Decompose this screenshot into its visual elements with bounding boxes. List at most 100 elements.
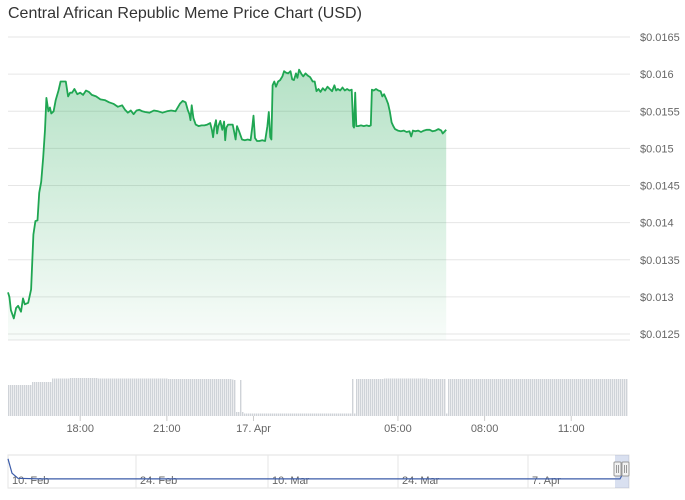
volume-bar: [528, 379, 530, 416]
volume-bar: [442, 379, 444, 416]
volume-bar: [26, 385, 28, 416]
volume-bar: [196, 379, 198, 416]
navigator-handle[interactable]: [621, 461, 630, 477]
volume-bar: [334, 413, 336, 416]
volume-bar: [172, 379, 174, 416]
volume-bar: [66, 378, 68, 416]
volume-bar: [578, 379, 580, 416]
volume-bar: [568, 379, 570, 416]
volume-bar: [560, 379, 562, 416]
volume-bar: [482, 379, 484, 416]
volume-bar: [420, 378, 422, 416]
volume-bar: [174, 379, 176, 416]
volume-bar: [500, 379, 502, 416]
volume-bar: [138, 378, 140, 416]
volume-bar: [312, 413, 314, 416]
volume-bar: [342, 413, 344, 416]
volume-bar: [82, 378, 84, 416]
volume-bar: [104, 378, 106, 416]
volume-bar: [538, 379, 540, 416]
volume-bar: [352, 379, 354, 416]
volume-bar: [132, 378, 134, 416]
volume-bar: [92, 378, 94, 416]
volume-bar: [464, 379, 466, 416]
volume-bar: [364, 379, 366, 416]
volume-bar: [142, 378, 144, 416]
volume-bar: [270, 413, 272, 416]
volume-bar: [514, 379, 516, 416]
volume-bar: [396, 378, 398, 416]
volume-bar: [462, 379, 464, 416]
volume-bar: [214, 379, 216, 416]
volume-bar: [28, 385, 30, 416]
volume-bar: [428, 379, 430, 416]
volume-bar: [574, 379, 576, 416]
volume-bar: [484, 379, 486, 416]
volume-bar: [392, 378, 394, 416]
volume-bar: [14, 385, 16, 416]
volume-bars: [8, 378, 628, 416]
volume-bar: [388, 378, 390, 416]
volume-bar: [370, 379, 372, 416]
volume-bar: [344, 413, 346, 416]
volume-bar: [572, 379, 574, 416]
volume-bar: [126, 378, 128, 416]
volume-bar: [398, 378, 400, 416]
volume-bar: [208, 379, 210, 416]
volume-bar: [554, 379, 556, 416]
volume-bar: [408, 378, 410, 416]
navigator-series: [7, 458, 629, 480]
volume-bar: [456, 379, 458, 416]
volume-bar: [588, 379, 590, 416]
volume-bar: [262, 413, 264, 416]
volume-bar: [592, 379, 594, 416]
volume-bar: [410, 378, 412, 416]
volume-bar: [156, 378, 158, 416]
volume-bar: [118, 378, 120, 416]
volume-bar: [474, 379, 476, 416]
volume-bar: [604, 379, 606, 416]
volume-bar: [502, 379, 504, 416]
volume-bar: [316, 413, 318, 416]
volume-bar: [200, 379, 202, 416]
volume-bar: [8, 385, 10, 416]
navigator[interactable]: 10. Feb 24. Feb 10. Mar 24. Mar 7. Apr: [7, 454, 630, 489]
navigator-tick-label: 7. Apr: [532, 475, 561, 487]
volume-bar: [122, 378, 124, 416]
volume-bar: [400, 378, 402, 416]
volume-bar: [24, 385, 26, 416]
volume-bar: [16, 385, 18, 416]
volume-bar: [466, 379, 468, 416]
volume-bar: [490, 379, 492, 416]
volume-bar: [524, 379, 526, 416]
volume-bar: [86, 378, 88, 416]
volume-bar: [190, 379, 192, 416]
volume-bar: [612, 379, 614, 416]
volume-bar: [506, 379, 508, 416]
volume-bar: [272, 413, 274, 416]
volume-bar: [304, 413, 306, 416]
volume-bar: [106, 378, 108, 416]
plot-area: [7, 68, 447, 340]
volume-bar: [406, 378, 408, 416]
volume-bar: [160, 378, 162, 416]
navigator-tick-label: 10. Mar: [272, 475, 310, 487]
volume-bar: [150, 378, 152, 416]
volume-bar: [582, 379, 584, 416]
volume-bar: [564, 379, 566, 416]
volume-bar: [234, 380, 236, 416]
volume-bar: [494, 379, 496, 416]
navigator-tick-label: 24. Mar: [402, 475, 440, 487]
volume-bar: [382, 379, 384, 416]
volume-bar: [228, 379, 230, 416]
volume-bar: [452, 379, 454, 416]
volume-bar: [100, 378, 102, 416]
volume-bar: [488, 379, 490, 416]
volume-bar: [320, 413, 322, 416]
navigator-handle[interactable]: [613, 461, 622, 477]
volume-bar: [264, 413, 266, 416]
volume-bar: [46, 382, 48, 416]
volume-bar: [110, 378, 112, 416]
volume-bar: [88, 378, 90, 416]
